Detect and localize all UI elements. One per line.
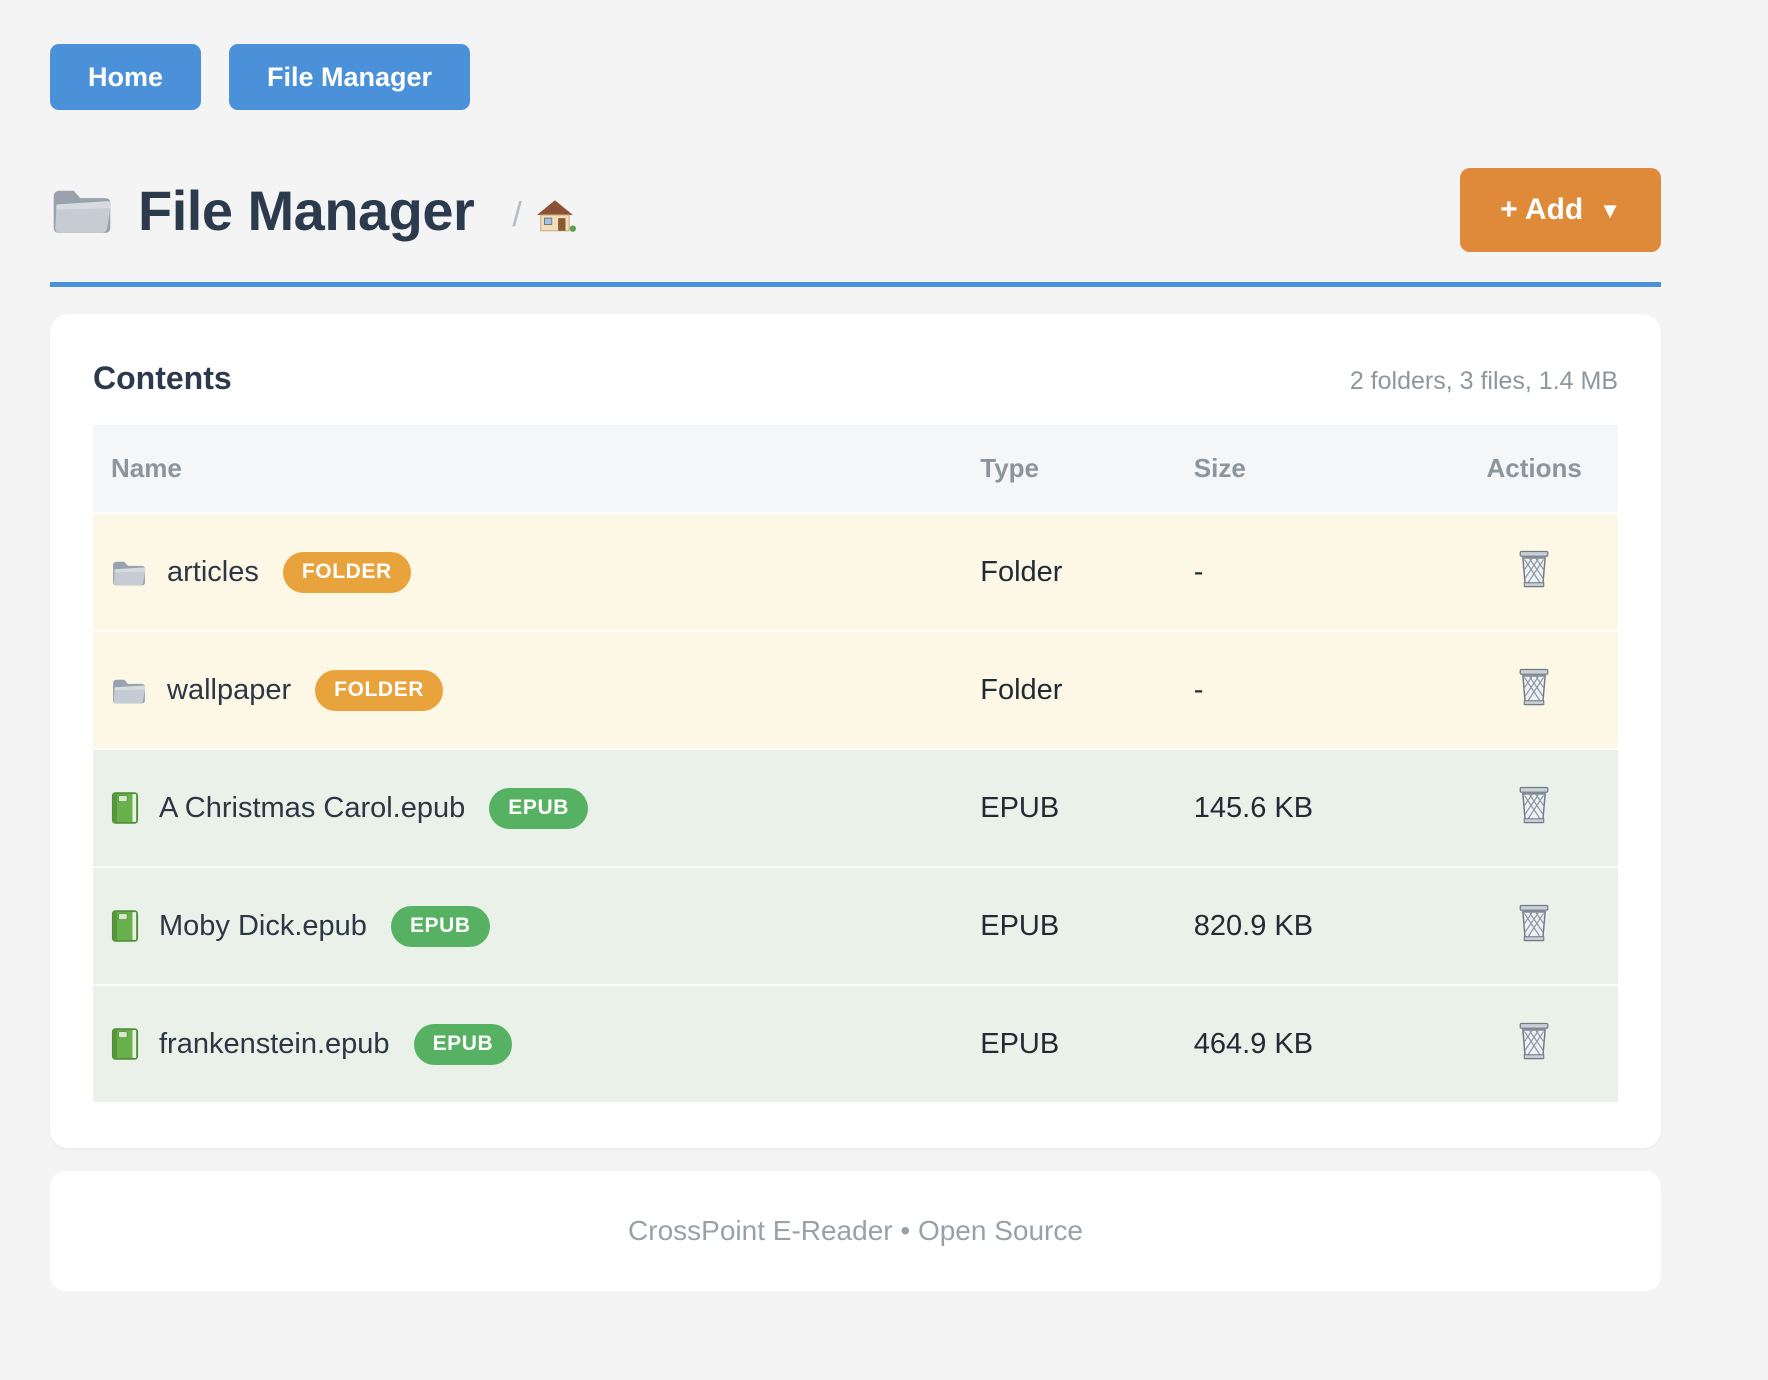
type-badge: FOLDER <box>282 551 411 593</box>
folder-icon <box>111 676 147 705</box>
table-row[interactable]: articles FOLDER Folder - <box>93 513 1618 631</box>
home-button[interactable]: Home <box>50 44 202 110</box>
folder-icon <box>111 558 147 587</box>
top-nav: Home File Manager <box>50 0 1661 110</box>
delete-button[interactable] <box>1514 665 1554 709</box>
house-icon[interactable] <box>536 198 576 233</box>
delete-button[interactable] <box>1514 901 1554 945</box>
file-name: frankenstein.epub <box>159 1027 390 1060</box>
file-type: EPUB <box>980 909 1060 942</box>
add-button[interactable]: + Add ▼ <box>1460 168 1661 252</box>
type-badge: FOLDER <box>315 669 444 711</box>
column-header-actions: Actions <box>1450 425 1618 513</box>
breadcrumb-separator: / <box>512 195 522 234</box>
file-size: - <box>1193 673 1204 706</box>
table-row[interactable]: Moby Dick.epub EPUB EPUB 820.9 KB <box>93 867 1618 985</box>
trash-icon <box>1516 667 1552 707</box>
table-header-row: Name Type Size Actions <box>93 425 1618 513</box>
add-button-label: + Add <box>1500 193 1584 226</box>
book-icon <box>111 792 139 824</box>
file-type: Folder <box>980 555 1063 588</box>
page-header: File Manager / + Add ▼ <box>50 168 1661 252</box>
trash-icon <box>1516 1021 1552 1061</box>
table-row[interactable]: frankenstein.epub EPUB EPUB 464.9 KB <box>93 985 1618 1102</box>
contents-summary: 2 folders, 3 files, 1.4 MB <box>1349 367 1618 395</box>
table-row[interactable]: wallpaper FOLDER Folder - <box>93 631 1618 749</box>
delete-button[interactable] <box>1514 1019 1554 1063</box>
title-divider <box>50 282 1661 287</box>
file-type: Folder <box>980 673 1063 706</box>
trash-icon <box>1516 785 1552 825</box>
type-badge: EPUB <box>489 787 588 829</box>
footer-text: CrossPoint E-Reader • Open Source <box>628 1215 1083 1246</box>
file-size: 145.6 KB <box>1193 791 1314 824</box>
file-size: - <box>1193 555 1204 588</box>
file-type: EPUB <box>980 1027 1060 1060</box>
chevron-down-icon: ▼ <box>1599 198 1621 223</box>
page-container: Home File Manager File Manager / + Add ▼… <box>50 0 1661 1291</box>
column-header-name: Name <box>93 425 963 513</box>
file-name: A Christmas Carol.epub <box>159 791 466 824</box>
column-header-type: Type <box>962 425 1176 513</box>
column-header-size: Size <box>1175 425 1451 513</box>
file-size: 464.9 KB <box>1193 1027 1314 1060</box>
table-row[interactable]: A Christmas Carol.epub EPUB EPUB 145.6 K… <box>93 749 1618 867</box>
file-table-body: articles FOLDER Folder - wallpaper <box>93 513 1618 1102</box>
folder-icon <box>50 183 114 237</box>
delete-button[interactable] <box>1514 783 1554 827</box>
file-manager-button[interactable]: File Manager <box>229 44 471 110</box>
trash-icon <box>1516 549 1552 589</box>
trash-icon <box>1516 903 1552 943</box>
contents-card: Contents 2 folders, 3 files, 1.4 MB Name… <box>50 314 1661 1148</box>
contents-title: Contents <box>93 360 232 396</box>
file-table: Name Type Size Actions articles FOLDER F… <box>93 425 1618 1102</box>
type-badge: EPUB <box>413 1023 513 1065</box>
file-name: wallpaper <box>167 673 292 706</box>
footer: CrossPoint E-Reader • Open Source <box>50 1171 1661 1291</box>
delete-button[interactable] <box>1514 547 1554 591</box>
book-icon <box>111 910 139 942</box>
type-badge: EPUB <box>390 905 490 947</box>
file-type: EPUB <box>980 791 1060 824</box>
book-icon <box>111 1028 139 1060</box>
file-name: articles <box>167 555 259 588</box>
breadcrumb: / <box>512 195 576 235</box>
file-name: Moby Dick.epub <box>159 909 367 942</box>
page-title: File Manager <box>138 178 475 242</box>
file-size: 820.9 KB <box>1193 909 1314 942</box>
